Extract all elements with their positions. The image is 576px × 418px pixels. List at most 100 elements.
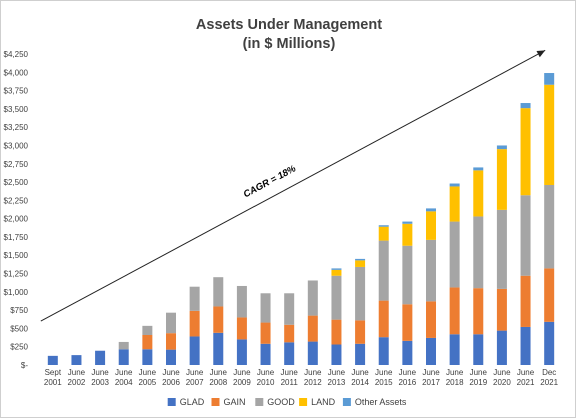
bar-segment-gain [307,315,318,342]
x-tick-label: 2019 [469,378,487,387]
bar-segment-land [378,226,389,241]
bar-segment-good [213,277,224,307]
bar-segment-glad [47,355,58,365]
cagr-arrow-head [536,50,546,58]
legend-label: GAIN [224,397,246,407]
bar-segment-glad [118,349,129,365]
x-tick-label: 2007 [186,378,204,387]
y-tick-label: $2,000 [4,215,29,224]
bar-segment-glad [213,332,224,365]
bar-segment-land [426,211,436,240]
bar-segment-gain [189,310,200,337]
cagr-arrow-line [40,49,546,322]
bar-segment-glad [426,337,436,365]
bars-layer [47,73,555,365]
bar-segment-other-assets [355,258,366,261]
bar-segment-land [520,108,531,196]
x-tick-label: 2008 [209,378,227,387]
y-tick-label: $250 [10,343,28,352]
bar-segment-land [473,170,484,217]
bar-segment-good [142,325,153,335]
x-tick-label: 2017 [422,378,440,387]
bar-segment-land [496,149,507,210]
bar-segment-land [355,260,366,267]
y-tick-label: $2,500 [4,178,29,187]
bar-segment-land [402,223,413,246]
chart-title: Assets Under Management [196,17,382,33]
bar-segment-gain [473,288,484,335]
bar-segment-good [284,293,295,325]
bar-segment-glad [95,350,106,365]
bar-segment-glad [544,321,555,365]
bar-segment-gain [331,319,342,345]
bar-segment-glad [496,330,507,365]
bar-segment-gain [520,275,531,327]
x-tick-label: June [281,368,299,377]
x-tick-label: 2001 [44,378,62,387]
bar-segment-good [260,293,271,323]
legend-label: GLAD [180,397,205,407]
bar-segment-glad [331,344,342,365]
bar-segment-glad [166,349,176,365]
bar-segment-glad [355,343,366,365]
y-tick-label: $1,000 [4,288,29,297]
bar-segment-gain [260,322,271,344]
y-tick-label: $4,250 [4,50,29,59]
bar-segment-glad [260,343,271,365]
bar-segment-other-assets [449,183,460,187]
bar-segment-gain [236,317,247,340]
bar-segment-gain [284,324,295,343]
x-tick-label: 2020 [493,378,511,387]
x-tick-label: 2004 [115,378,133,387]
x-tick-label: 2009 [233,378,251,387]
x-tick-label: June [162,368,180,377]
bar-segment-other-assets [496,145,507,150]
bar-segment-good [378,240,389,301]
x-tick-label: June [186,368,204,377]
x-tick-label: 2003 [91,378,109,387]
cagr-annotation: CAGR = 18% [40,49,546,322]
bar-segment-glad [449,334,460,365]
bar-segment-glad [378,337,389,365]
x-tick-label: 2013 [328,378,346,387]
bar-segment-good [402,245,413,305]
y-tick-label: $1,750 [4,233,29,242]
bar-segment-good [520,195,531,276]
x-tick-label: June [493,368,511,377]
legend-label: GOOD [267,397,295,407]
bar-segment-glad [473,334,484,365]
legend: GLAD GAIN GOOD LAND Other Assets [167,397,407,407]
bar-segment-good [426,239,436,302]
bar-segment-good [496,209,507,289]
y-tick-label: $3,500 [4,105,29,114]
x-tick-label: June [446,368,464,377]
y-tick-label: $750 [10,306,28,315]
x-tick-label: 2015 [375,378,393,387]
x-tick-label: 2021 [540,378,558,387]
bar-segment-good [189,286,200,311]
bar-segment-gain [378,300,389,338]
bar-segment-good [331,275,342,320]
x-tick-label: 2010 [257,378,275,387]
y-tick-label: $1,500 [4,251,29,260]
bar-segment-gain [355,320,366,344]
y-tick-label: $- [21,361,28,370]
bar-segment-glad [142,349,153,365]
bar-segment-gain [449,287,460,335]
x-tick-label: 2014 [351,378,369,387]
bar-segment-good [473,216,484,289]
legend-label: Other Assets [355,397,407,407]
bar-segment-good [544,184,555,269]
y-tick-label: $4,000 [4,68,29,77]
legend-swatch-land [299,398,308,406]
bar-segment-other-assets [402,221,413,224]
y-axis-labels: $- $250 $500 $750 $1,000 $1,250 $1,500 $1,750 $2… [4,50,29,370]
bar-segment-other-assets [544,73,555,85]
bar-segment-land [331,269,342,276]
x-tick-label: June [304,368,322,377]
x-axis-labels: Sept2001June2002June2003June2004June2005… [44,368,559,387]
bar-segment-gain [166,333,176,350]
bar-segment-gain [544,268,555,322]
bar-segment-good [166,312,176,334]
